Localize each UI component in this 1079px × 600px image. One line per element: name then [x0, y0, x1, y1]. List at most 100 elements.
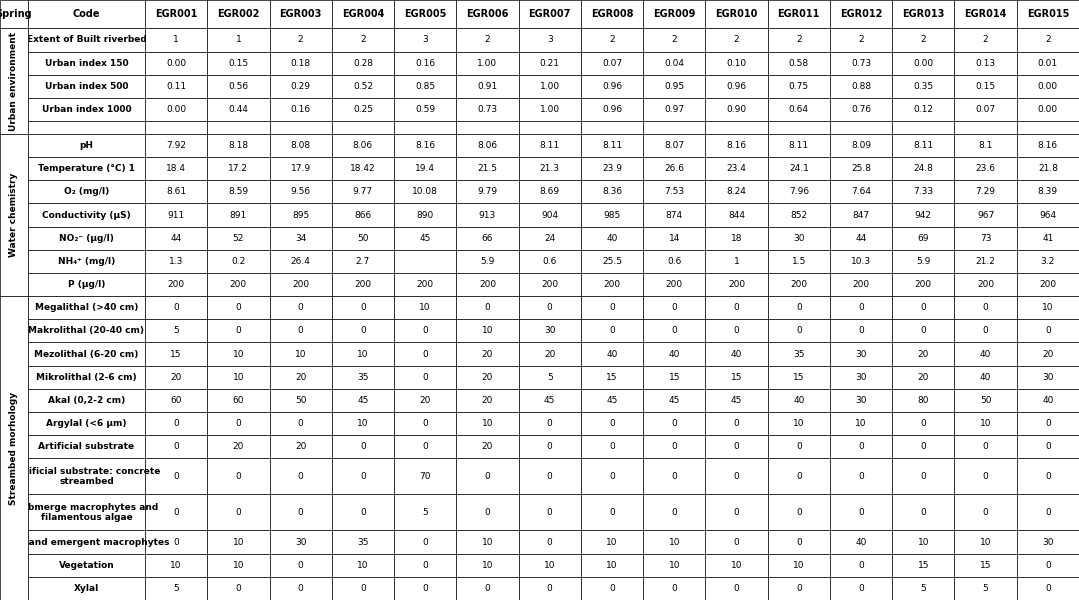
Bar	[28, 250, 145, 273]
Bar	[332, 28, 394, 52]
Bar	[394, 180, 456, 203]
Bar	[394, 494, 456, 530]
Bar	[706, 227, 767, 250]
Bar	[394, 121, 456, 134]
Bar	[207, 74, 270, 98]
Text: 0: 0	[1044, 584, 1051, 593]
Bar	[456, 250, 519, 273]
Bar	[643, 554, 706, 577]
Bar	[145, 250, 207, 273]
Text: 45: 45	[544, 396, 556, 405]
Text: 73: 73	[980, 233, 992, 242]
Text: 8.16: 8.16	[726, 141, 747, 150]
Bar	[830, 74, 892, 98]
Text: 10: 10	[420, 303, 431, 312]
Bar	[332, 412, 394, 435]
Text: EGR012: EGR012	[839, 9, 883, 19]
Text: 10: 10	[606, 538, 618, 547]
Text: 844: 844	[728, 211, 745, 220]
Bar	[270, 180, 332, 203]
Text: 0: 0	[298, 508, 303, 517]
Bar	[207, 28, 270, 52]
Bar	[207, 157, 270, 180]
Bar	[892, 435, 955, 458]
Text: 15: 15	[170, 350, 182, 359]
Text: 0: 0	[983, 472, 988, 481]
Text: 200: 200	[790, 280, 807, 289]
Text: 0.01: 0.01	[1038, 59, 1057, 68]
Bar	[145, 28, 207, 52]
Bar	[767, 273, 830, 296]
Bar	[955, 494, 1016, 530]
Bar	[581, 458, 643, 494]
Text: 2: 2	[858, 35, 864, 44]
Text: 1: 1	[734, 257, 739, 266]
Text: Akal (0,2-2 cm): Akal (0,2-2 cm)	[47, 396, 125, 405]
Text: 200: 200	[479, 280, 496, 289]
Text: 0: 0	[858, 561, 864, 570]
Bar	[456, 203, 519, 227]
Bar	[519, 389, 581, 412]
Text: 30: 30	[793, 233, 805, 242]
Bar	[767, 494, 830, 530]
Bar	[767, 577, 830, 600]
Text: 0.16: 0.16	[415, 59, 435, 68]
Bar	[767, 28, 830, 52]
Text: 0: 0	[547, 508, 552, 517]
Bar	[706, 121, 767, 134]
Bar	[1016, 273, 1079, 296]
Bar	[332, 52, 394, 74]
Bar	[1016, 0, 1079, 28]
Text: 0: 0	[547, 303, 552, 312]
Text: 40: 40	[793, 396, 805, 405]
Text: 21.3: 21.3	[540, 164, 560, 173]
Text: 866: 866	[354, 211, 371, 220]
Bar	[519, 134, 581, 157]
Bar	[28, 203, 145, 227]
Bar	[706, 157, 767, 180]
Bar	[332, 0, 394, 28]
Bar	[332, 121, 394, 134]
Bar	[706, 203, 767, 227]
Bar	[207, 365, 270, 389]
Bar	[955, 98, 1016, 121]
Text: 0: 0	[422, 442, 428, 451]
Text: 35: 35	[357, 373, 369, 382]
Bar	[706, 319, 767, 343]
Bar	[207, 0, 270, 28]
Text: 0: 0	[796, 442, 802, 451]
Bar	[643, 52, 706, 74]
Text: 0: 0	[484, 472, 490, 481]
Bar	[1016, 157, 1079, 180]
Text: 2: 2	[484, 35, 490, 44]
Text: 2: 2	[360, 35, 366, 44]
Text: 10: 10	[481, 326, 493, 335]
Text: 20: 20	[1042, 350, 1053, 359]
Text: 10: 10	[917, 538, 929, 547]
Text: 200: 200	[542, 280, 558, 289]
Text: 8.11: 8.11	[540, 141, 560, 150]
Text: 0: 0	[360, 584, 366, 593]
Bar	[145, 530, 207, 554]
Text: 2.7: 2.7	[356, 257, 370, 266]
Bar	[519, 494, 581, 530]
Text: 3: 3	[422, 35, 428, 44]
Text: 0: 0	[796, 538, 802, 547]
Text: 0.58: 0.58	[789, 59, 809, 68]
Bar	[581, 435, 643, 458]
Text: 0: 0	[298, 561, 303, 570]
Text: 0: 0	[858, 303, 864, 312]
Bar	[332, 343, 394, 365]
Text: 40: 40	[730, 350, 742, 359]
Text: 10: 10	[730, 561, 742, 570]
Text: 0: 0	[360, 326, 366, 335]
Text: 5: 5	[174, 584, 179, 593]
Bar	[643, 28, 706, 52]
Bar	[270, 121, 332, 134]
Bar	[643, 458, 706, 494]
Text: 40: 40	[606, 350, 617, 359]
Text: 0: 0	[1044, 508, 1051, 517]
Text: 0: 0	[734, 419, 739, 428]
Bar	[28, 74, 145, 98]
Bar	[767, 365, 830, 389]
